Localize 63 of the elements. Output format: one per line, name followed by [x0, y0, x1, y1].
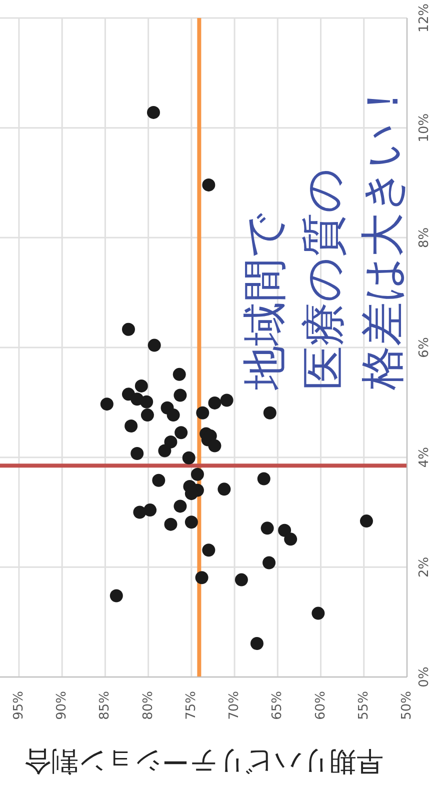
point [166, 408, 180, 422]
x-axis-title: 早期リハビリテーション割合 [24, 746, 383, 776]
point [208, 396, 222, 410]
y-tick-label: 8% [416, 227, 432, 248]
point [184, 516, 198, 529]
point [152, 474, 166, 487]
point [234, 573, 248, 586]
point [110, 589, 123, 602]
point [100, 398, 114, 411]
point [174, 426, 188, 440]
point [164, 435, 178, 448]
point [262, 556, 276, 570]
point [130, 446, 144, 460]
point [164, 518, 178, 531]
y-tick-label: 2% [416, 556, 432, 578]
point [134, 379, 148, 392]
x-tick-label: 80% [140, 691, 156, 720]
x-tick-label: 90% [54, 691, 70, 720]
x-tick-label: 70% [227, 691, 242, 720]
point [202, 178, 216, 192]
point [174, 500, 187, 513]
x-tick-label: 60% [313, 691, 328, 720]
point [196, 406, 210, 420]
point [144, 504, 157, 517]
point [172, 368, 186, 381]
point [257, 472, 270, 486]
point [122, 322, 135, 336]
point [202, 544, 216, 557]
x-tick-label: 65% [270, 691, 286, 720]
point [174, 388, 187, 402]
point [124, 420, 138, 433]
y-tick-label: 10% [416, 113, 432, 142]
y-tick-label: 4% [416, 447, 432, 468]
point [312, 606, 325, 620]
point [140, 395, 154, 408]
point [195, 571, 208, 584]
point [140, 408, 154, 422]
point [220, 394, 234, 407]
y-tick-label: 6% [416, 337, 432, 358]
point [278, 524, 292, 537]
x-tick-label: 50% [400, 691, 414, 720]
annotation: 格差は大きい！ [358, 79, 408, 391]
y-tick-label: 12% [416, 4, 432, 32]
point [208, 439, 222, 452]
point [133, 506, 146, 519]
x-tick-label: 85% [98, 691, 113, 720]
point [218, 482, 231, 496]
point [182, 451, 196, 464]
x-tick-label: 55% [356, 691, 372, 720]
y-tick-label: 0% [416, 666, 432, 688]
x-tick-label: 95% [11, 691, 26, 720]
point [260, 522, 274, 535]
annotation: 地域間で [240, 213, 290, 391]
point [360, 514, 373, 528]
point [158, 444, 172, 458]
point [190, 468, 204, 481]
x-tick-label: 75% [184, 691, 199, 720]
point [263, 406, 276, 420]
point [284, 532, 298, 546]
point [250, 637, 264, 650]
point [148, 338, 161, 352]
point [146, 106, 160, 119]
annotation: 医療の質の [298, 168, 350, 390]
